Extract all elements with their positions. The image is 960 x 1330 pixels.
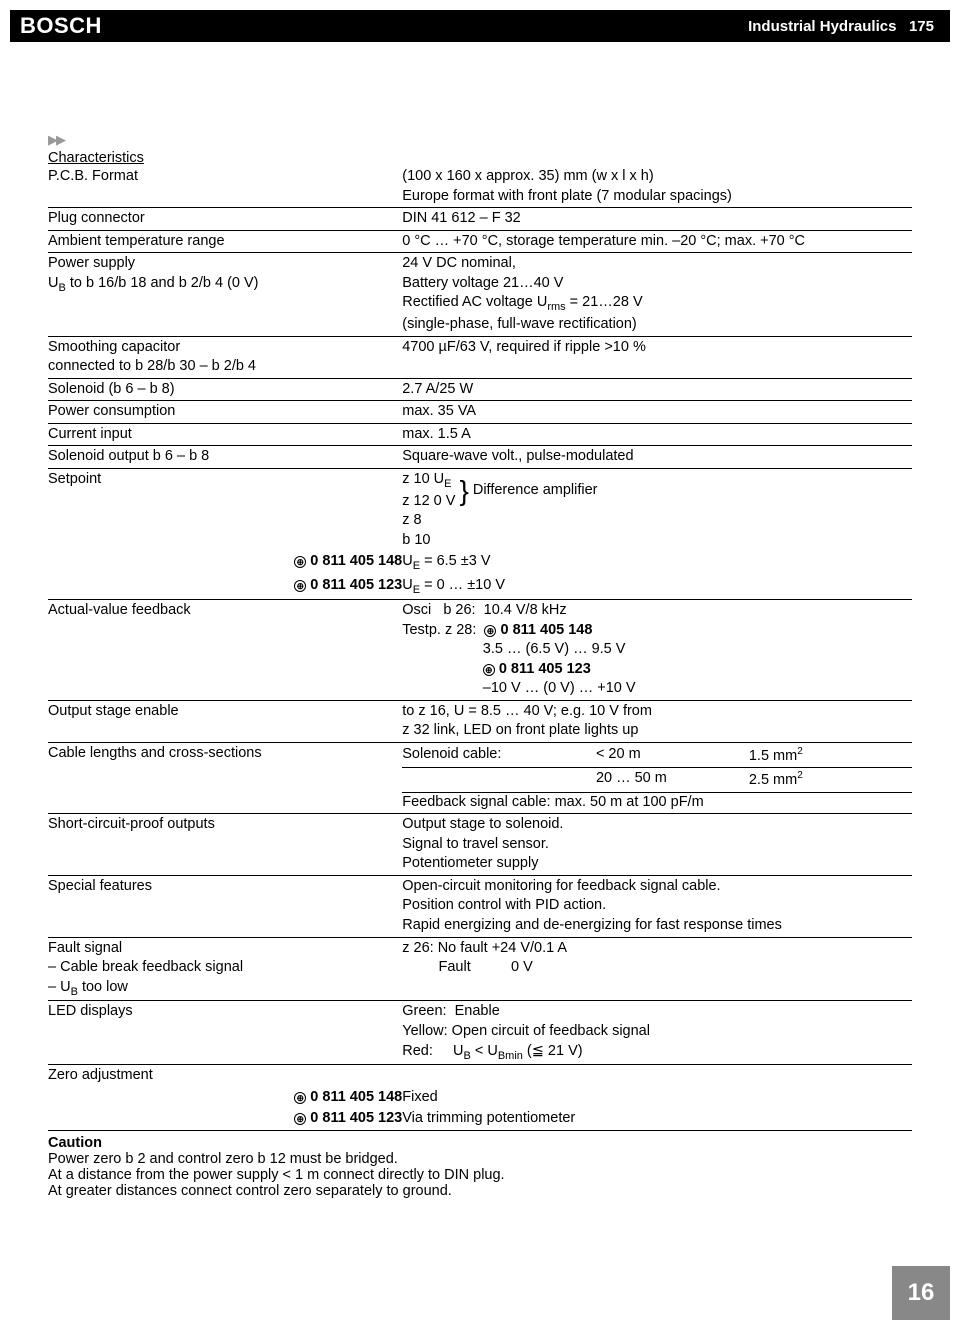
row-zero: Zero adjustment [48, 1065, 912, 1087]
row-power-consumption: Power consumption max. 35 VA [48, 401, 912, 424]
row-cable: Cable lengths and cross-sections Solenoi… [48, 742, 912, 813]
characteristics-table: P.C.B. Format (100 x 160 x approx. 35) m… [48, 166, 912, 1131]
caution-line-2: At a distance from the power supply < 1 … [48, 1167, 912, 1183]
continuation-arrows: ▶▶ [48, 132, 912, 148]
part-icon: ⊕ [294, 556, 306, 568]
section-title: Characteristics [48, 150, 912, 166]
row-zero-part2: ⊕ 0 811 405 123 Via trimming potentiomet… [48, 1108, 912, 1130]
part-icon: ⊕ [294, 1113, 306, 1125]
page-tab: 16 [892, 1266, 950, 1320]
row-power: Power supply UB to b 16/b 18 and b 2/b 4… [48, 253, 912, 336]
row-output-stage: Output stage enable to z 16, U = 8.5 … 4… [48, 700, 912, 742]
header-bar: BOSCH Industrial Hydraulics 175 [10, 10, 950, 42]
row-smoothing: Smoothing capacitor connected to b 28/b … [48, 336, 912, 378]
brand-logo: BOSCH [20, 13, 102, 39]
cable-subtable: Solenoid cable: < 20 m 1.5 mm2 20 … 50 m… [402, 744, 912, 793]
row-short-circuit: Short-circuit-proof outputs Output stage… [48, 814, 912, 876]
header-section: Industrial Hydraulics [748, 18, 896, 35]
part-icon: ⊕ [484, 625, 496, 637]
row-setpoint: Setpoint z 10 UE z 12 0 V } Difference a… [48, 469, 912, 552]
header-right: Industrial Hydraulics 175 [748, 18, 934, 35]
row-solenoid: Solenoid (b 6 – b 8) 2.7 A/25 W [48, 378, 912, 401]
part-icon: ⊕ [294, 1092, 306, 1104]
caution-title: Caution [48, 1135, 912, 1151]
row-ambient: Ambient temperature range 0 °C … +70 °C,… [48, 230, 912, 253]
part-icon: ⊕ [483, 664, 495, 676]
row-zero-part1: ⊕ 0 811 405 148 Fixed [48, 1087, 912, 1109]
row-special: Special features Open-circuit monitoring… [48, 875, 912, 937]
brace-icon: } [459, 475, 468, 506]
document-body: ▶▶ Characteristics P.C.B. Format (100 x … [0, 42, 960, 1199]
row-pcb-format: P.C.B. Format (100 x 160 x approx. 35) m… [48, 166, 912, 208]
row-fault: Fault signal – Cable break feedback sign… [48, 937, 912, 1001]
row-plug: Plug connector DIN 41 612 – F 32 [48, 208, 912, 231]
row-solenoid-output: Solenoid output b 6 – b 8 Square-wave vo… [48, 446, 912, 469]
row-setpoint-part2: ⊕ 0 811 405 123 UE = 0 … ±10 V [48, 575, 912, 599]
caution-line-1: Power zero b 2 and control zero b 12 mus… [48, 1151, 912, 1167]
header-page: 175 [909, 18, 934, 35]
part-icon: ⊕ [294, 580, 306, 592]
cell-label: P.C.B. Format [48, 166, 402, 208]
cell-value: (100 x 160 x approx. 35) mm (w x l x h) … [402, 166, 912, 208]
row-setpoint-part1: ⊕ 0 811 405 148 UE = 6.5 ±3 V [48, 551, 912, 575]
caution-line-3: At greater distances connect control zer… [48, 1183, 912, 1199]
row-actual-value: Actual-value feedback Osci b 26: 10.4 V/… [48, 599, 912, 700]
row-current: Current input max. 1.5 A [48, 423, 912, 446]
row-led: LED displays Green: Enable Yellow: Open … [48, 1001, 912, 1065]
